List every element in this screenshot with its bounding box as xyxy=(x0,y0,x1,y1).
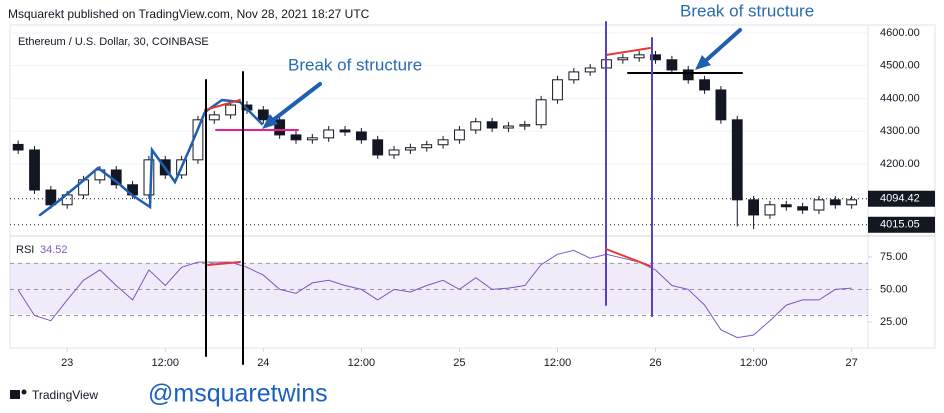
rsi-line-drawn xyxy=(207,261,241,266)
candle-body xyxy=(143,159,155,196)
candle-body xyxy=(552,79,563,101)
candle-body xyxy=(372,139,384,156)
watermark: @msquaretwins xyxy=(148,380,328,408)
candle-body xyxy=(454,129,465,141)
candle-body xyxy=(470,121,482,131)
x-tick-label: 26 xyxy=(649,357,661,369)
x-tick-label: 12:00 xyxy=(740,357,768,369)
candle-body xyxy=(617,57,629,61)
candle-body xyxy=(45,189,57,206)
candle-body xyxy=(486,121,498,129)
candle-body xyxy=(846,199,858,206)
candle-body xyxy=(306,137,318,141)
plot: 4200.00 4300.00 4400.00 4500.00 4600.00 25.00… xyxy=(10,27,920,369)
annotation: Break of structure xyxy=(288,55,422,74)
high-line xyxy=(204,99,241,111)
x-tick-label: 12:00 xyxy=(151,357,179,369)
y-tick-label: 4500.00 xyxy=(880,60,920,72)
x-tick-label: 12:00 xyxy=(348,357,376,369)
y-tick-label: 4300.00 xyxy=(880,125,920,137)
y-tick-label: 4400.00 xyxy=(880,92,920,104)
candle-body xyxy=(633,54,645,59)
x-tick-label: 23 xyxy=(61,357,73,369)
candle-body xyxy=(274,119,286,136)
candle-body xyxy=(208,114,220,121)
candle-body xyxy=(650,54,661,61)
candle-body xyxy=(797,206,809,211)
rsi-line-drawn xyxy=(605,248,651,267)
price-label-box xyxy=(868,190,935,207)
price-label: 4015.05 xyxy=(880,219,920,231)
candle-body xyxy=(666,59,678,71)
candle-body xyxy=(355,131,367,141)
candle-body xyxy=(257,109,269,121)
candle-body xyxy=(339,129,351,133)
candle-body xyxy=(748,199,760,216)
price-label: 4094.42 xyxy=(880,193,920,205)
logo-icon xyxy=(21,389,27,395)
y-tick-label: 4600.00 xyxy=(880,27,920,39)
rsi-title: RSI xyxy=(16,244,34,256)
arrow-head xyxy=(695,55,711,70)
y-tick-label: 4200.00 xyxy=(880,158,920,170)
candle-body xyxy=(715,89,727,121)
rsi-line xyxy=(17,249,852,339)
candle-body xyxy=(780,204,792,208)
candle-body xyxy=(764,204,776,216)
x-tick-label: 25 xyxy=(453,357,465,369)
y-tick-label: 25.00 xyxy=(880,316,908,328)
candle-body xyxy=(731,119,743,201)
rsi-band-fill xyxy=(10,263,868,314)
candle-body xyxy=(829,199,841,206)
candle-body xyxy=(388,149,400,156)
frame xyxy=(9,24,936,349)
candle-body xyxy=(437,139,449,146)
logo-icon xyxy=(10,390,20,399)
candle-body xyxy=(519,124,531,127)
x-tick-label: 12:00 xyxy=(544,357,572,369)
logo xyxy=(10,389,27,399)
candle-body xyxy=(12,143,24,151)
candle-body xyxy=(421,144,433,149)
candle-body xyxy=(813,199,825,211)
chart-title: Ethereum / U.S. Dollar, 30, COINBASE xyxy=(18,36,209,48)
candle-body xyxy=(682,69,694,81)
candle-body xyxy=(535,99,547,126)
candle-body xyxy=(404,147,416,151)
rsi-value: 34.52 xyxy=(40,244,68,256)
candle-body xyxy=(225,104,237,116)
arrow-head xyxy=(262,114,278,129)
candle-body xyxy=(29,149,40,191)
y-tick-label: 50.00 xyxy=(880,283,908,295)
arrow xyxy=(266,82,322,126)
y-tick-label: 75.00 xyxy=(880,251,908,263)
logo-text: TradingView xyxy=(32,388,98,402)
candle-body xyxy=(290,134,302,141)
candle-body xyxy=(503,125,514,129)
annotation: Break of structure xyxy=(680,1,814,20)
zigzag xyxy=(38,98,264,217)
high-line xyxy=(605,47,651,56)
candle-body xyxy=(323,129,335,139)
candle-body xyxy=(699,79,710,91)
candle-body xyxy=(584,67,596,73)
x-tick-label: 24 xyxy=(257,357,269,369)
drawings xyxy=(38,21,743,365)
price-label-box xyxy=(868,216,935,233)
candle-body xyxy=(568,71,580,81)
arrow xyxy=(700,28,742,66)
x-tick-label: 27 xyxy=(846,357,858,369)
header: Msquarekt published on TradingView.com, … xyxy=(8,7,370,21)
